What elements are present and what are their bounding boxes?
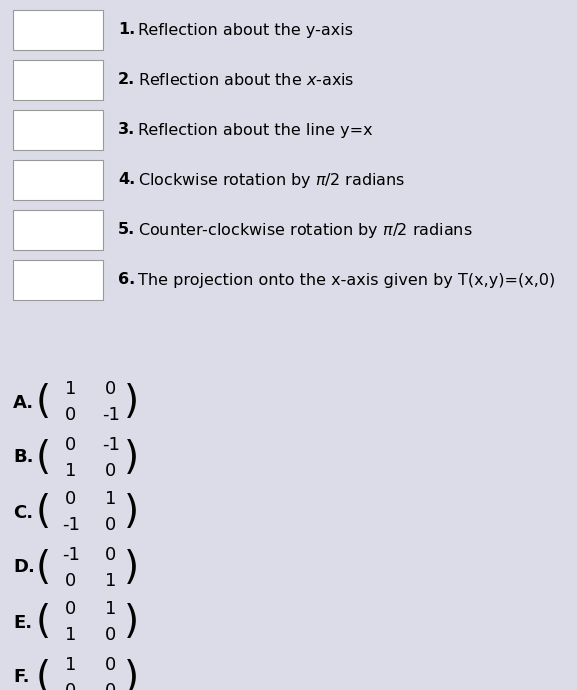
Text: 0: 0 <box>65 491 77 509</box>
Text: (: ( <box>35 493 51 531</box>
Text: D.: D. <box>13 558 35 577</box>
Text: (: ( <box>35 549 51 586</box>
Text: 0: 0 <box>106 380 117 399</box>
Text: 1.: 1. <box>118 23 135 37</box>
Text: Counter-clockwise rotation by $\pi/2$ radians: Counter-clockwise rotation by $\pi/2$ ra… <box>138 221 473 239</box>
Text: ): ) <box>123 658 138 690</box>
Text: 5.: 5. <box>118 222 135 237</box>
Text: 1: 1 <box>65 656 77 673</box>
Text: 1: 1 <box>106 491 117 509</box>
Text: F.: F. <box>13 669 29 687</box>
Text: (: ( <box>35 384 51 422</box>
Text: E.: E. <box>13 613 32 631</box>
Text: ): ) <box>123 604 138 642</box>
Text: 4.: 4. <box>118 172 135 188</box>
Text: B.: B. <box>13 448 33 466</box>
Text: 0: 0 <box>106 462 117 480</box>
Text: (: ( <box>35 658 51 690</box>
Text: 0: 0 <box>106 627 117 644</box>
Text: -1: -1 <box>102 435 120 453</box>
Text: The projection onto the x-axis given by T(x,y)=(x,0): The projection onto the x-axis given by … <box>138 273 555 288</box>
Text: Reflection about the y-axis: Reflection about the y-axis <box>138 23 353 37</box>
Text: 0: 0 <box>65 435 77 453</box>
Text: 1: 1 <box>106 600 117 618</box>
Text: 1: 1 <box>106 571 117 589</box>
Text: Reflection about the $x$-axis: Reflection about the $x$-axis <box>138 72 354 88</box>
Text: 0: 0 <box>65 406 77 424</box>
FancyBboxPatch shape <box>13 10 103 50</box>
Text: 1: 1 <box>65 462 77 480</box>
Text: 1: 1 <box>65 627 77 644</box>
Text: ): ) <box>123 493 138 531</box>
Text: Reflection about the line y=x: Reflection about the line y=x <box>138 123 373 137</box>
Text: 0: 0 <box>65 571 77 589</box>
Text: ): ) <box>123 439 138 477</box>
Text: 2.: 2. <box>118 72 135 88</box>
Text: -1: -1 <box>102 406 120 424</box>
FancyBboxPatch shape <box>13 60 103 100</box>
Text: Clockwise rotation by $\pi/2$ radians: Clockwise rotation by $\pi/2$ radians <box>138 170 405 190</box>
Text: 0: 0 <box>65 600 77 618</box>
Text: 0: 0 <box>65 682 77 690</box>
Text: ): ) <box>123 384 138 422</box>
Text: -1: -1 <box>62 517 80 535</box>
Text: 0: 0 <box>106 682 117 690</box>
Text: 3.: 3. <box>118 123 135 137</box>
Text: A.: A. <box>13 393 34 411</box>
Text: 1: 1 <box>65 380 77 399</box>
FancyBboxPatch shape <box>13 260 103 300</box>
Text: 0: 0 <box>106 517 117 535</box>
Text: -1: -1 <box>62 546 80 564</box>
Text: ): ) <box>123 549 138 586</box>
Text: 6.: 6. <box>118 273 135 288</box>
Text: C.: C. <box>13 504 33 522</box>
Text: (: ( <box>35 439 51 477</box>
Text: (: ( <box>35 604 51 642</box>
Text: 0: 0 <box>106 546 117 564</box>
FancyBboxPatch shape <box>13 110 103 150</box>
FancyBboxPatch shape <box>13 160 103 200</box>
Text: 0: 0 <box>106 656 117 673</box>
FancyBboxPatch shape <box>13 210 103 250</box>
